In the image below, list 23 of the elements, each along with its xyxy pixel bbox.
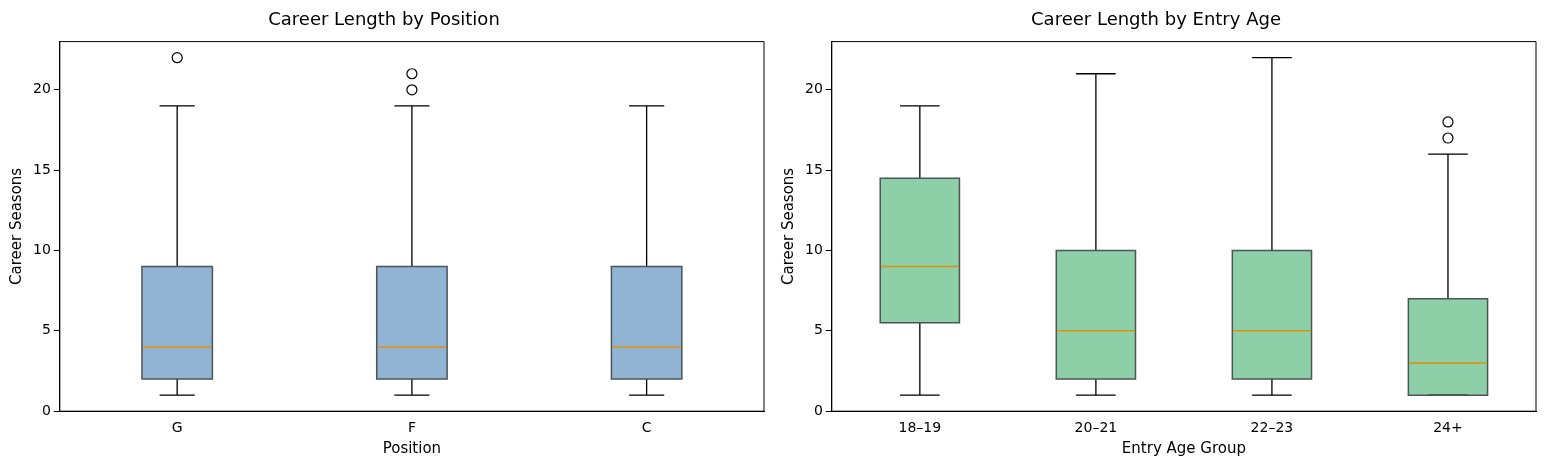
y-tick-label: 20 [32, 80, 51, 97]
y-tick-label: 0 [41, 401, 51, 418]
chart-title: Career Length by Position [268, 8, 500, 30]
y-tick-label: 10 [804, 241, 823, 258]
y-tick-label: 20 [804, 80, 823, 97]
x-tick-label: 22–23 [1250, 419, 1294, 436]
y-tick-label: 15 [32, 160, 51, 177]
x-tick-label: G [171, 419, 183, 436]
y-axis-title: Career Seasons [778, 167, 797, 285]
y-tick-label: 0 [813, 401, 823, 418]
y-tick-label: 5 [813, 321, 823, 338]
y-tick-label: 5 [41, 321, 51, 338]
x-tick-label: 24+ [1433, 419, 1463, 436]
y-tick-label: 10 [32, 241, 51, 258]
x-axis-title: Entry Age Group [1121, 438, 1246, 457]
x-tick-label: F [407, 419, 416, 436]
chart-title: Career Length by Entry Age [1031, 8, 1281, 30]
x-axis-title: Position [382, 438, 442, 457]
y-tick-label: 15 [804, 160, 823, 177]
y-axis-title: Career Seasons [6, 167, 25, 285]
x-tick-label: 20–21 [1074, 419, 1118, 436]
x-tick-label: C [641, 419, 652, 436]
x-tick-label: 18–19 [898, 419, 942, 436]
